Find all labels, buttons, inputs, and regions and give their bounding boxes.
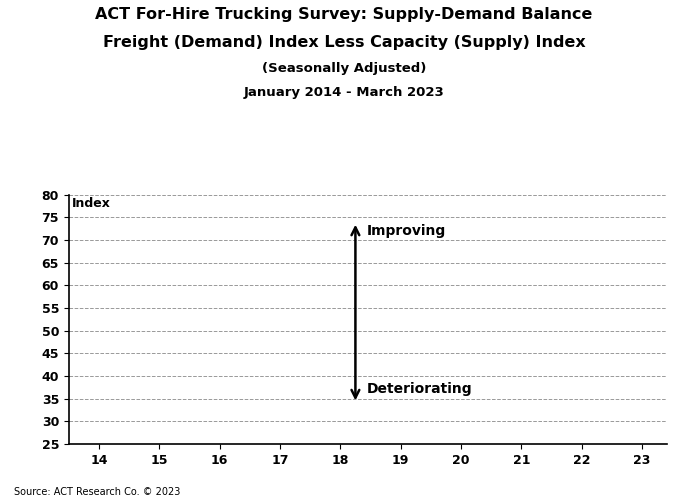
Text: Deteriorating: Deteriorating <box>366 382 472 397</box>
Text: (Seasonally Adjusted): (Seasonally Adjusted) <box>262 62 426 75</box>
Text: January 2014 - March 2023: January 2014 - March 2023 <box>244 86 444 99</box>
Text: Improving: Improving <box>366 224 446 238</box>
Text: ACT For-Hire Trucking Survey: Supply-Demand Balance: ACT For-Hire Trucking Survey: Supply-Dem… <box>96 7 592 22</box>
Text: Freight (Demand) Index Less Capacity (Supply) Index: Freight (Demand) Index Less Capacity (Su… <box>103 35 585 50</box>
Text: Index: Index <box>72 197 111 210</box>
Text: Source: ACT Research Co. © 2023: Source: ACT Research Co. © 2023 <box>14 487 180 497</box>
